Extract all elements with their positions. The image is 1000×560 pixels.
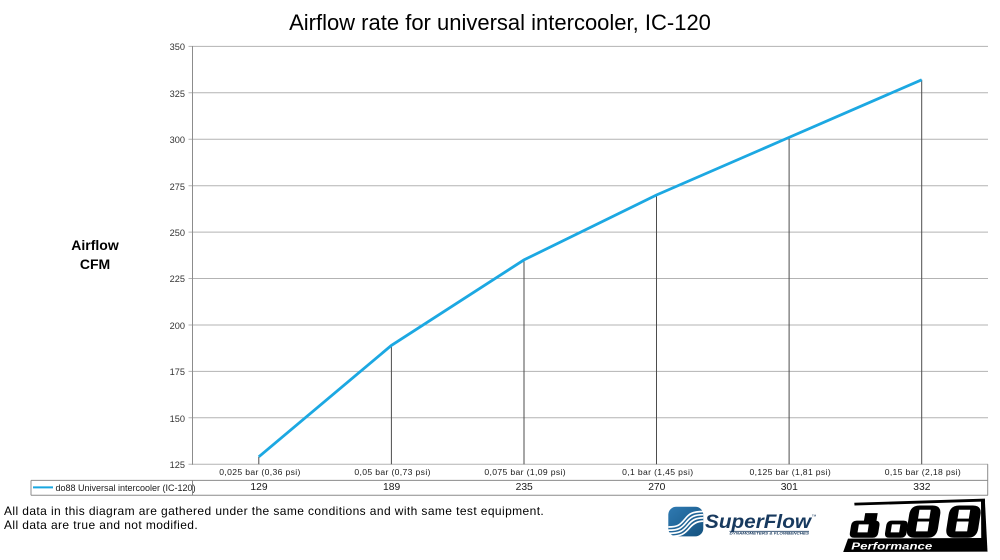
svg-text:DYNAMOMETERS & FLOWBENCHES: DYNAMOMETERS & FLOWBENCHES: [730, 532, 810, 536]
svg-text:™: ™: [812, 514, 817, 520]
svg-text:SuperFlow: SuperFlow: [705, 512, 812, 533]
svg-text:Performance: Performance: [851, 541, 933, 552]
